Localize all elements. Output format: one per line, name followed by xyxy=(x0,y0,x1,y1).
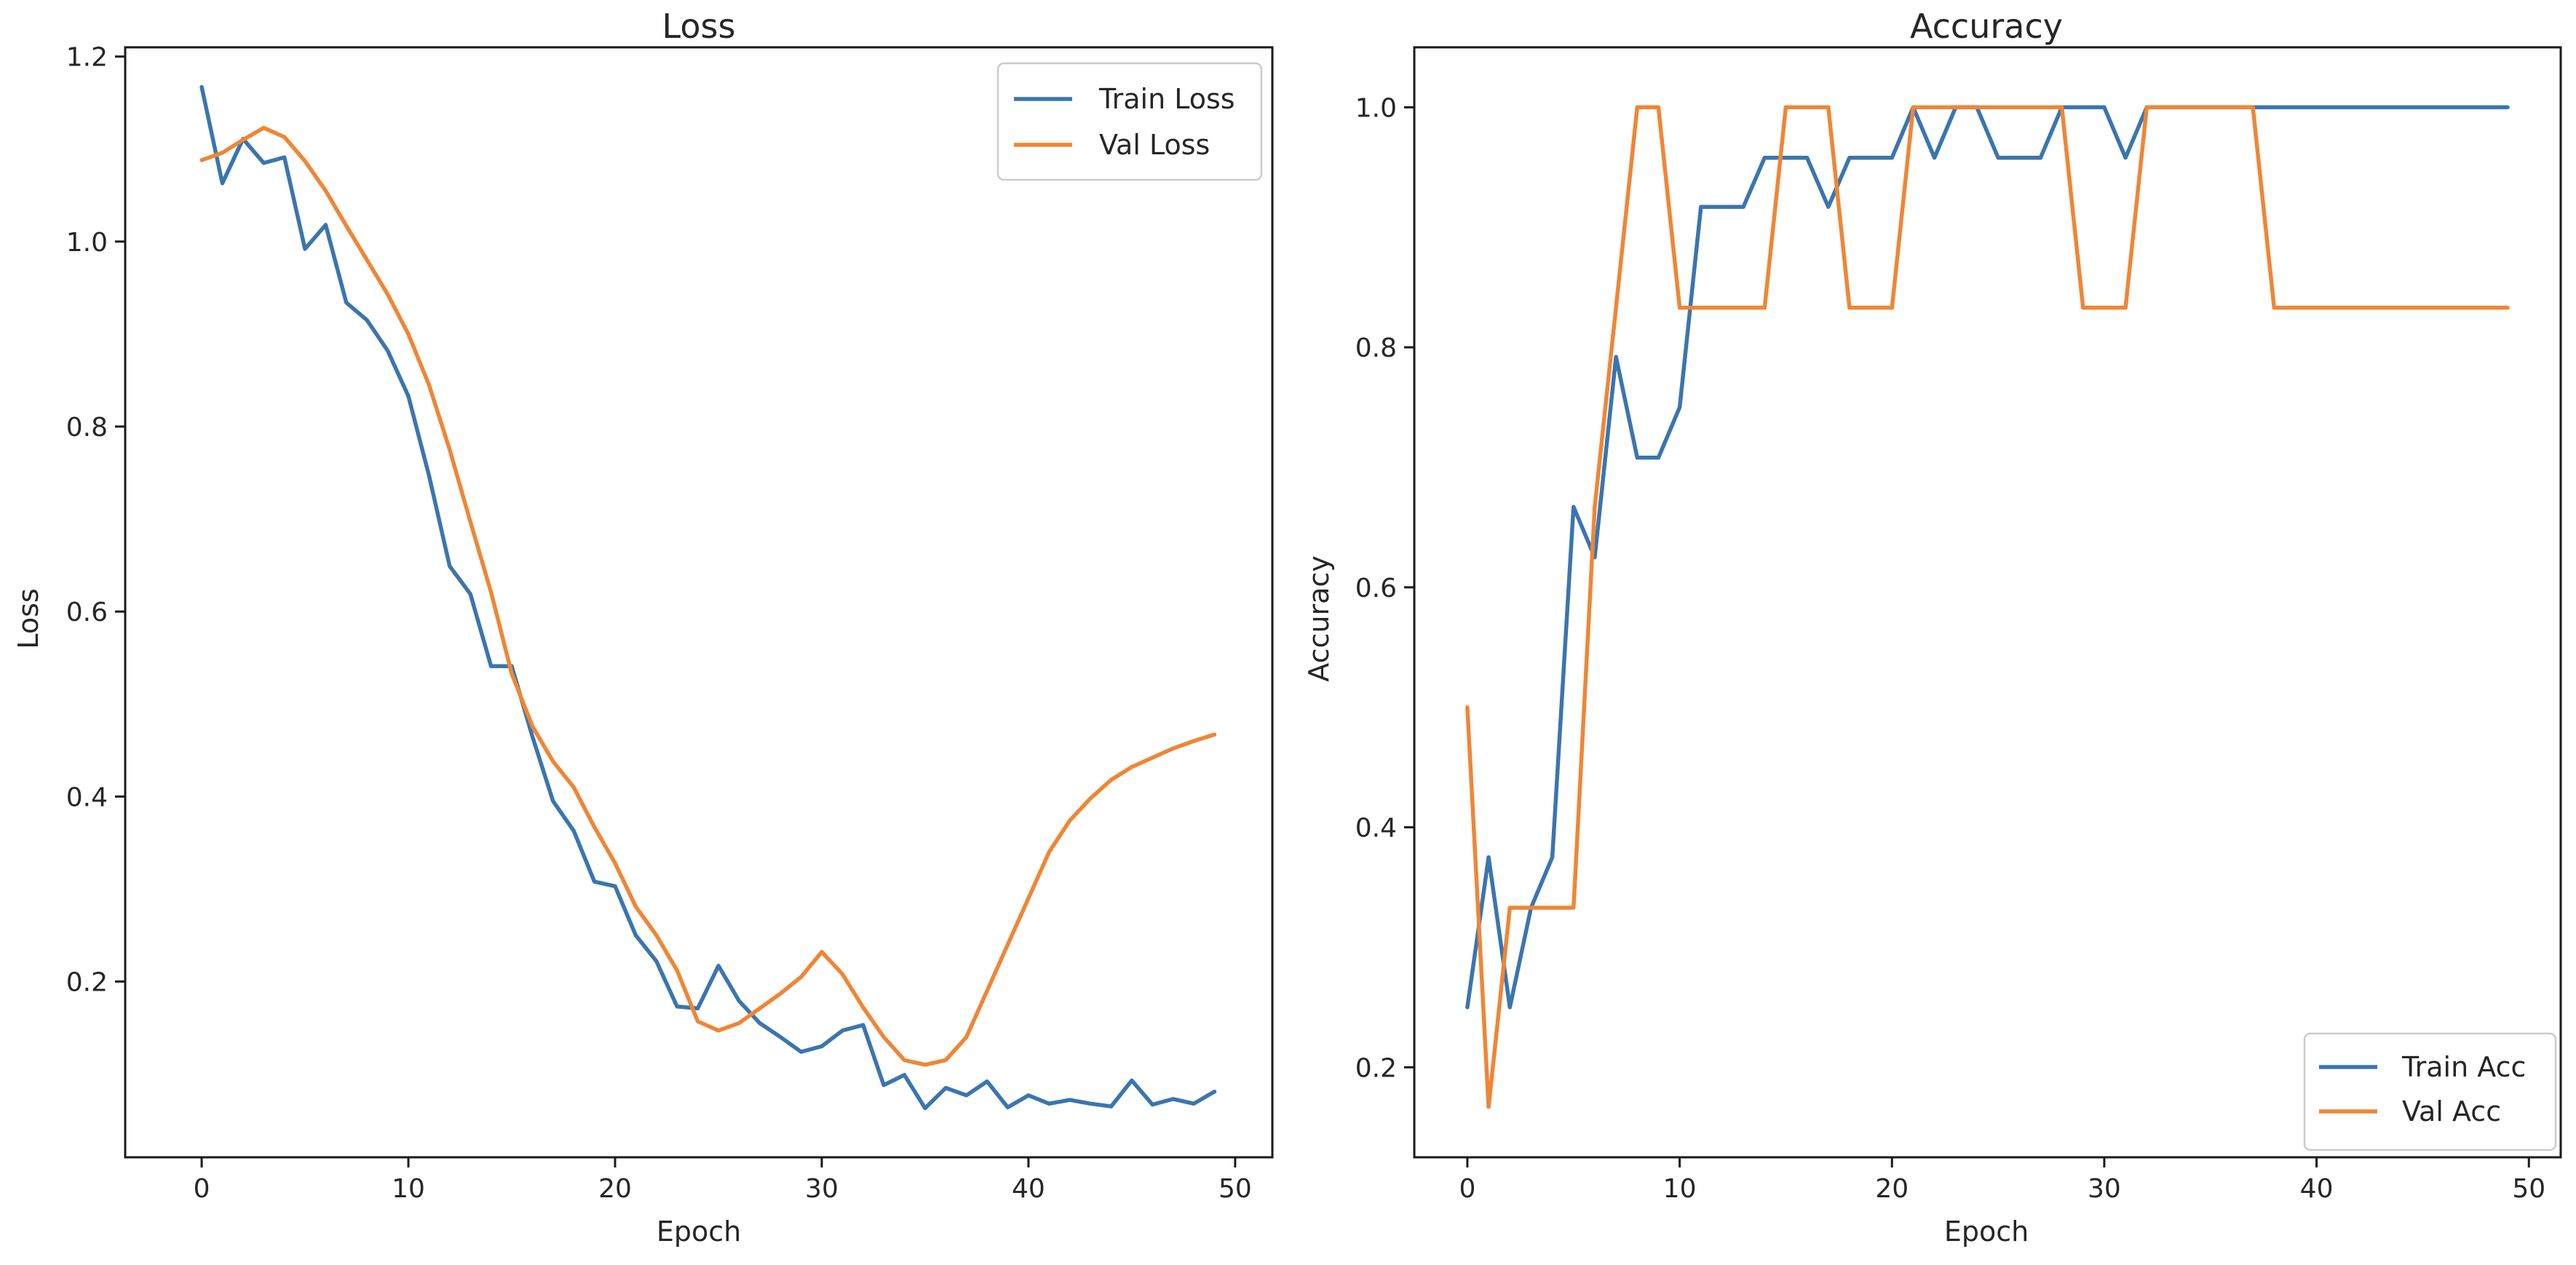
loss-x-tick-label: 30 xyxy=(805,1174,839,1204)
accuracy-chart-title: Accuracy xyxy=(1910,7,2063,46)
accuracy-y-axis-label: Accuracy xyxy=(1303,555,1335,682)
accuracy-x-axis-label: Epoch xyxy=(1944,1216,2029,1248)
loss-x-tick-label: 0 xyxy=(194,1174,210,1204)
loss-x-tick-label: 50 xyxy=(1218,1174,1252,1204)
loss-y-tick-label: 0.8 xyxy=(66,413,108,443)
accuracy-series-line-train xyxy=(1465,105,2510,1010)
accuracy-x-tick-label: 20 xyxy=(1875,1174,1909,1204)
accuracy-chart: Accuracy Epoch Accuracy 0 10 20 30 40 50 0.2 0.… xyxy=(1303,7,2562,1248)
accuracy-legend-box xyxy=(2303,1032,2557,1151)
accuracy-lines xyxy=(1465,105,2510,1109)
loss-legend-label-val: Val Loss xyxy=(1099,129,1210,161)
accuracy-x-tick-label: 50 xyxy=(2512,1174,2545,1204)
accuracy-y-tick-label: 1.0 xyxy=(1355,93,1397,123)
accuracy-y-tick-label: 0.4 xyxy=(1355,814,1397,844)
accuracy-x-tick-label: 30 xyxy=(2088,1174,2121,1204)
loss-series-line-val xyxy=(199,125,1217,1067)
loss-x-tick-label: 20 xyxy=(598,1174,632,1204)
accuracy-ticks: 0 10 20 30 40 50 0.2 0.4 0.6 0.8 1.0 xyxy=(1355,93,2545,1204)
loss-y-tick-label: 0.4 xyxy=(66,782,108,812)
loss-x-tick-label: 40 xyxy=(1012,1174,1045,1204)
accuracy-legend: Train Acc Val Acc xyxy=(2303,1032,2557,1151)
loss-y-tick-label: 1.0 xyxy=(66,228,108,258)
loss-series-line-train xyxy=(199,84,1217,1111)
loss-legend: Train Loss Val Loss xyxy=(996,62,1263,181)
loss-legend-label-train: Train Loss xyxy=(1098,83,1235,115)
loss-y-tick-label: 0.6 xyxy=(66,598,108,627)
loss-y-tick-label: 1.2 xyxy=(66,43,108,73)
accuracy-plot-frame xyxy=(1413,46,2562,1159)
accuracy-y-tick-label: 0.2 xyxy=(1355,1053,1397,1083)
accuracy-x-tick-label: 0 xyxy=(1459,1174,1475,1204)
loss-y-axis-label: Loss xyxy=(12,588,44,649)
loss-ticks: 0 10 20 30 40 50 0.2 0.4 0.6 0.8 1.0 1.2 xyxy=(66,43,1252,1204)
loss-y-tick-label: 0.2 xyxy=(66,968,108,998)
accuracy-x-tick-label: 10 xyxy=(1663,1174,1697,1204)
accuracy-y-tick-label: 0.8 xyxy=(1355,333,1397,363)
loss-legend-box xyxy=(996,62,1263,181)
loss-lines xyxy=(199,84,1217,1111)
loss-plot-frame xyxy=(124,46,1274,1159)
accuracy-legend-label-train: Train Acc xyxy=(2401,1051,2526,1083)
accuracy-y-tick-label: 0.6 xyxy=(1355,574,1397,603)
accuracy-series-line-val xyxy=(1465,105,2510,1109)
loss-chart: Loss Epoch Loss 0 10 20 30 40 50 0.2 0.4 0.6 0.8 1… xyxy=(12,7,1274,1248)
accuracy-x-tick-label: 40 xyxy=(2300,1174,2334,1204)
accuracy-legend-label-val: Val Acc xyxy=(2402,1095,2501,1127)
loss-x-tick-label: 10 xyxy=(392,1174,425,1204)
loss-chart-title: Loss xyxy=(662,7,736,46)
loss-x-axis-label: Epoch xyxy=(657,1216,741,1248)
